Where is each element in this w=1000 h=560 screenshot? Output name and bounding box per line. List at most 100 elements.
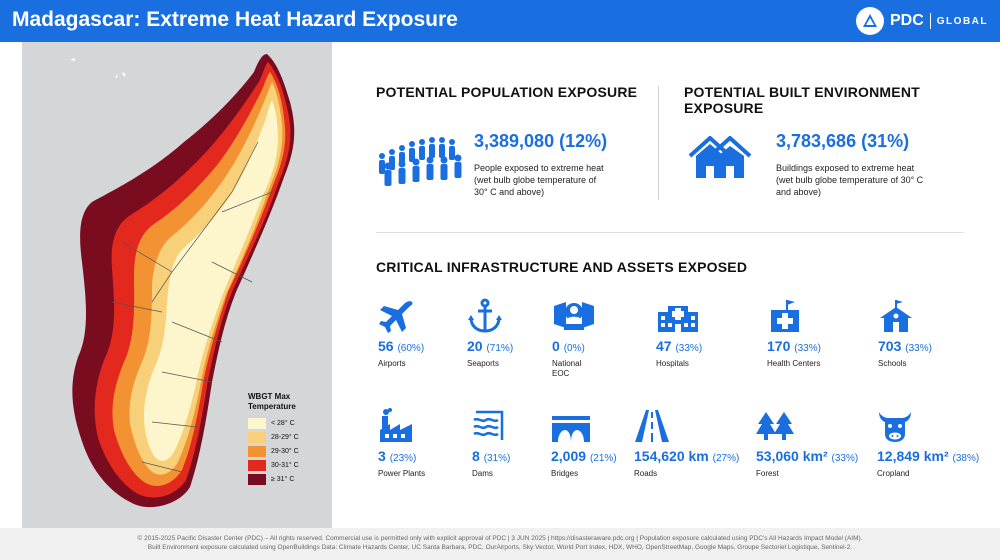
asset-label: Cropland [877,469,910,478]
footer-line-2: Built Environment exposure calculated us… [147,544,853,551]
asset-percent: (27%) [712,453,740,464]
infra-heading: CRITICAL INFRASTRUCTURE AND ASSETS EXPOS… [376,259,748,275]
asset-label-line: EOC [552,369,570,378]
legend-swatch [248,417,266,429]
asset-percent: (0%) [563,343,585,354]
section-divider-horizontal [376,232,964,233]
legend-label: 30-31° C [271,461,299,469]
asset-percent: (21%) [589,453,617,464]
built-heading: POTENTIAL BUILT ENVIRONMENT EXPOSURE [684,84,920,116]
heat-map: WBGT Max Temperature < 28° C 28-29° C 29… [22,42,332,528]
legend-item: 28-29° C [248,430,299,444]
pdc-logo-icon [856,7,884,35]
asset-count: 56 [378,338,394,354]
asset-percent: (33%) [905,343,932,354]
asset-dams: 8 (31%) Dams [472,408,582,479]
asset-percent: (60%) [397,343,425,354]
asset-percent: (33%) [675,343,703,354]
legend-title-line2: Temperature [248,402,296,411]
legend-label: 29-30° C [271,447,299,455]
asset-seaports: 20 (71%) Seaports [467,298,577,369]
asset-count: 47 [656,338,672,354]
asset-percent: (38%) [952,453,980,464]
asset-health-centers: 170 (33%) Health Centers [767,298,877,369]
footer-line-1: © 2015-2025 Pacific Disaster Center (PDC… [137,535,863,542]
asset-value: 154,620 km (27%) [634,448,744,464]
legend-item: < 28° C [248,416,299,430]
built-desc-line: and above) [776,187,822,197]
asset-label: Hospitals [656,359,689,368]
map-layer-lt28 [144,100,278,461]
page-title: Madagascar: Extreme Heat Hazard Exposure [12,8,458,31]
built-description: Buildings exposed to extreme heat (wet b… [776,162,923,198]
asset-schools: 703 (33%) Schools [878,298,988,369]
built-desc-line: (wet bulb globe temperature of 30° C [776,175,924,185]
population-desc-line: People exposed to extreme heat [474,163,604,173]
asset-value: 8 (31%) [472,448,582,464]
airplane-icon [378,298,414,334]
built-value: 3,783,686 (31%) [776,131,910,151]
header-bar: Madagascar: Extreme Heat Hazard Exposure… [0,0,1000,42]
logo-text: PDC [890,12,924,29]
population-desc-line: (wet bulb globe temperature of [474,175,597,185]
population-description: People exposed to extreme heat (wet bulb… [474,162,604,198]
power-plant-icon [378,408,414,444]
population-desc-line: 30° C and above) [474,187,545,197]
asset-value: 53,060 km² (33%) [756,448,866,464]
legend-item: 30-31° C [248,458,299,472]
legend-label: 28-29° C [271,433,299,441]
asset-count: 703 [878,338,902,354]
cow-icon [877,408,913,444]
logo-divider [929,13,931,29]
hospital-icon [656,298,698,334]
asset-count: 12,849 km² [877,448,949,464]
legend-swatch [248,445,266,457]
asset-label: Bridges [551,469,579,478]
asset-eoc: 0 (0%) National EOC [552,298,662,379]
asset-label-line: National [552,359,582,368]
small-islands [70,58,126,78]
asset-count: 8 [472,448,480,464]
health-center-icon [767,298,803,334]
map-legend: WBGT Max Temperature < 28° C 28-29° C 29… [248,392,299,486]
asset-value: 0 (0%) [552,338,662,354]
asset-cropland: 12,849 km² (38%) Cropland [877,408,987,479]
asset-count: 170 [767,338,791,354]
legend-swatch [248,473,266,485]
asset-count: 3 [378,448,386,464]
asset-value: 47 (33%) [656,338,766,354]
dam-icon [472,408,508,444]
asset-hospitals: 47 (33%) Hospitals [656,298,766,369]
legend-label: ≥ 31° C [271,475,295,483]
population-heading: POTENTIAL POPULATION EXPOSURE [376,84,638,100]
legend-title-line1: WBGT Max [248,392,291,401]
asset-count: 20 [467,338,483,354]
admin-boundaries [111,141,273,473]
asset-label: Forest [756,469,779,478]
pdc-logo[interactable]: PDC GLOBAL [856,6,988,36]
bridge-icon [551,408,590,444]
asset-label: Health Centers [767,359,821,368]
asset-value: 20 (71%) [467,338,577,354]
asset-forest: 53,060 km² (33%) Forest [756,408,866,479]
asset-count: 2,009 [551,448,587,464]
asset-bridges: 2,009 (21%) Bridges [551,408,661,479]
built-desc-line: Buildings exposed to extreme heat [776,163,915,173]
asset-count: 154,620 km [634,448,709,464]
forest-icon [756,408,794,444]
asset-percent: (33%) [831,453,859,464]
legend-label: < 28° C [271,419,295,427]
asset-count: 53,060 km² [756,448,828,464]
asset-percent: (33%) [794,343,821,354]
asset-label: Power Plants [378,469,426,478]
road-icon [634,408,670,444]
asset-value: 703 (33%) [878,338,988,354]
logo-subtext: GLOBAL [936,15,988,27]
asset-label: National EOC [552,359,612,379]
asset-percent: (31%) [483,453,511,464]
population-value: 3,389,080 (12%) [474,131,608,151]
asset-power-plants: 3 (23%) Power Plants [378,408,488,479]
asset-count: 0 [552,338,560,354]
asset-value: 3 (23%) [378,448,488,464]
legend-item: ≥ 31° C [248,472,299,486]
